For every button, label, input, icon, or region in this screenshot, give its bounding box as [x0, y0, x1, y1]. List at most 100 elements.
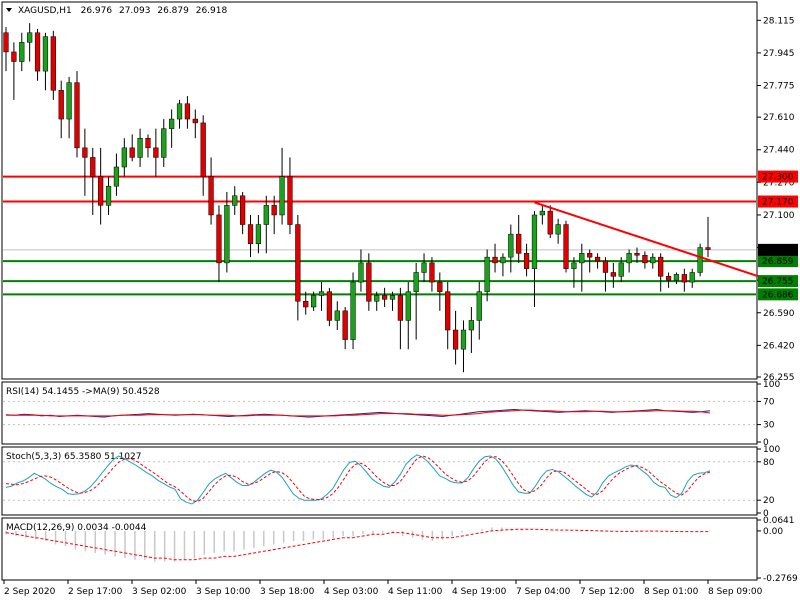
price-tick-label: 26.255 [763, 373, 795, 383]
ohlc-close: 26.918 [196, 6, 228, 16]
bear-candle [342, 310, 348, 340]
bear-candle [602, 260, 609, 273]
bull-candle [137, 137, 143, 158]
macd-histogram [5, 527, 711, 562]
price-panel[interactable]: XAGUSD,H1 26.976 27.093 26.879 26.918 28… [1, 1, 798, 383]
time-tick-label: 7 Sep 12:00 [580, 587, 635, 597]
rsi-axis: 100 70 30 0 [757, 380, 780, 448]
bull-candle [350, 281, 356, 340]
bull-candle [374, 295, 380, 302]
bull-candle [689, 272, 695, 283]
rsi-series-line [6, 409, 711, 417]
bull-candle [279, 176, 285, 216]
bear-candle [295, 224, 301, 302]
bull-candle [66, 82, 72, 120]
ohlc-high: 27.093 [119, 6, 151, 16]
rsi-panel[interactable]: RSI(14) 54.1455 ->MA(9) 50.4528 100 70 30 0 [1, 380, 780, 448]
price-tick-label: 27.440 [763, 146, 795, 156]
rsi-tick-label: 30 [763, 421, 775, 431]
bear-candle [287, 176, 293, 225]
price-tick-label: 27.610 [763, 113, 795, 123]
price-tick-label: 28.115 [763, 16, 795, 26]
bear-candle [523, 253, 530, 269]
rsi-header: RSI(14) 54.1455 ->MA(9) 50.4528 [6, 387, 160, 397]
dropdown-triangle-icon[interactable] [6, 8, 12, 12]
bull-candle [508, 233, 514, 258]
bear-candle [34, 32, 41, 72]
stoch-series-line [5, 454, 711, 505]
time-tick-label: 4 Sep 11:00 [388, 587, 443, 597]
bear-candle [216, 214, 222, 264]
time-tick-label: 8 Sep 01:00 [644, 587, 699, 597]
bull-candle [626, 253, 632, 264]
time-tick-label: 7 Sep 04:00 [516, 587, 571, 597]
macd-tick-label: 0.0641 [763, 516, 795, 526]
bear-candle [58, 90, 64, 120]
bull-candle [224, 205, 230, 264]
bull-candle [650, 256, 656, 264]
bear-candle [642, 254, 648, 264]
level-label-text: 27.170 [762, 198, 794, 208]
macd-tick-label: 0.00 [763, 527, 783, 537]
bull-candle [697, 247, 703, 273]
stoch-panel[interactable]: Stoch(5,3,3) 65.3580 51.1027 100 80 20 0 [1, 445, 780, 519]
bear-candle [82, 147, 88, 158]
bull-candle [161, 128, 167, 158]
bear-candle [247, 224, 254, 244]
rsi-tick-label: 70 [763, 397, 775, 407]
level-label-box [758, 170, 798, 183]
stoch-header: Stoch(5,3,3) 65.3580 51.1027 [6, 452, 141, 462]
stoch-axis: 100 80 20 0 [757, 445, 780, 519]
stoch-lines [5, 454, 711, 505]
bull-candle [405, 291, 411, 321]
trendline [534, 201, 780, 284]
time-axis: 2 Sep 2020 2 Sep 17:00 3 Sep 02:00 3 Sep 10… [3, 580, 763, 597]
bear-candle [492, 256, 498, 264]
level-label-box [758, 195, 798, 208]
bear-candle [563, 224, 569, 269]
bull-candle [27, 32, 33, 43]
ohlc-open: 26.976 [81, 6, 113, 16]
bear-candle [200, 122, 206, 177]
bear-candle [516, 233, 522, 254]
trendline-group[interactable] [534, 201, 780, 284]
level-label-box [758, 288, 798, 301]
bull-candle [121, 147, 127, 168]
bull-candle [169, 118, 175, 129]
bull-candle [334, 310, 340, 321]
level-labels: 27.300 27.170 26.859 26.755 26.686 26.918 [758, 170, 798, 301]
bear-candle [145, 137, 151, 149]
horizontal-levels [3, 175, 756, 296]
bear-candle [208, 176, 214, 216]
level-label-text: 26.859 [762, 257, 794, 267]
bull-candle [555, 224, 561, 235]
ohlc-low: 26.879 [157, 6, 189, 16]
bear-candle [74, 82, 80, 149]
bull-candle [358, 262, 364, 283]
bear-candle [437, 281, 443, 292]
time-tick-label: 4 Sep 03:00 [324, 587, 379, 597]
level-label-box [758, 275, 798, 288]
rsi-tick-label: 100 [763, 380, 780, 390]
bear-candle [658, 256, 664, 277]
bear-candle [240, 195, 246, 225]
bear-candle [50, 36, 56, 91]
bear-candle [452, 329, 459, 350]
bull-candle [176, 103, 183, 120]
stoch-tick-label: 0 [763, 509, 769, 519]
candles [3, 23, 711, 373]
bull-candle [484, 256, 490, 292]
bull-candle [42, 36, 49, 72]
bear-candle [90, 157, 96, 177]
symbol-header: XAGUSD,H1 26.976 27.093 26.879 26.918 [18, 6, 227, 16]
price-tick-label: 27.270 [763, 178, 795, 188]
bull-candle [255, 224, 262, 244]
stoch-tick-label: 80 [763, 458, 775, 468]
bear-candle [445, 291, 451, 331]
price-tick-label: 26.590 [763, 309, 795, 319]
time-tick-label: 4 Sep 19:00 [452, 587, 507, 597]
macd-tick-label: -0.2769 [763, 574, 798, 584]
